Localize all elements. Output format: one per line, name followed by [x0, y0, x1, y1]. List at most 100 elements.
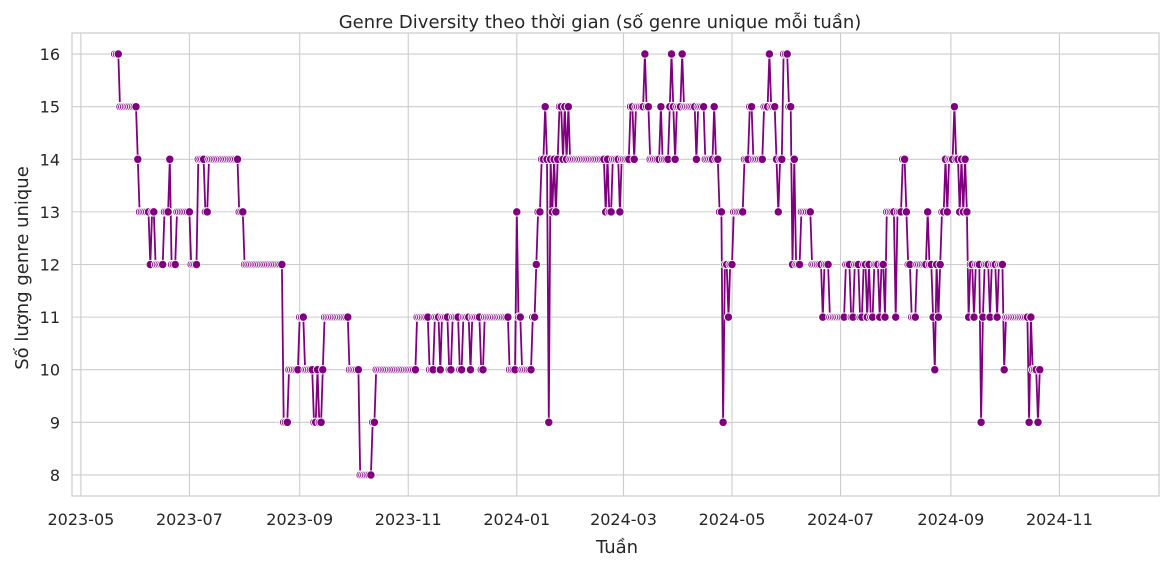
data-point: [962, 207, 972, 217]
data-point: [113, 49, 123, 59]
data-point: [526, 365, 536, 375]
data-point: [503, 312, 513, 322]
data-point: [535, 207, 545, 217]
data-point: [1026, 312, 1036, 322]
data-point: [529, 312, 540, 322]
data-point: [515, 312, 525, 322]
data-point: [773, 207, 783, 217]
y-tick-label: 14: [40, 150, 60, 169]
data-point: [901, 207, 912, 217]
data-point: [343, 312, 353, 322]
data-point: [935, 259, 945, 270]
data-point: [910, 312, 920, 322]
data-point: [723, 312, 734, 322]
y-tick-label: 8: [50, 466, 60, 485]
data-point: [456, 365, 467, 375]
data-point: [512, 207, 522, 217]
data-point: [727, 259, 737, 270]
data-point: [316, 417, 326, 427]
data-point: [131, 102, 141, 112]
data-point: [615, 207, 625, 217]
data-point: [191, 259, 202, 270]
data-point: [770, 102, 780, 112]
data-point: [880, 312, 890, 322]
data-point: [1035, 365, 1045, 375]
data-point: [976, 417, 986, 427]
x-tick-label: 2024-03: [590, 510, 657, 529]
data-point: [666, 49, 677, 59]
x-tick-label: 2024-01: [483, 510, 550, 529]
data-point: [277, 259, 287, 270]
data-point: [794, 259, 805, 270]
y-tick-label: 9: [50, 413, 60, 432]
data-point: [158, 259, 168, 270]
data-point: [891, 312, 901, 322]
x-tick-label: 2023-05: [47, 510, 114, 529]
y-tick-label: 13: [40, 203, 60, 222]
data-point: [709, 102, 719, 112]
grid-lines: [72, 33, 1159, 496]
data-point: [930, 365, 940, 375]
x-tick-label: 2023-09: [266, 510, 333, 529]
data-point: [789, 154, 799, 164]
series-layer: [110, 49, 1045, 480]
data-point: [764, 49, 775, 59]
data-point: [478, 365, 488, 375]
x-tick-label: 2024-09: [917, 510, 984, 529]
data-point: [202, 207, 212, 217]
data-point: [238, 207, 248, 217]
data-point: [992, 312, 1002, 322]
data-point: [446, 365, 456, 375]
data-point: [298, 312, 308, 322]
y-tick-label: 10: [40, 361, 60, 380]
x-axis-label: Tuần: [595, 537, 638, 558]
data-point: [960, 154, 970, 164]
data-point: [677, 49, 687, 59]
data-point: [738, 207, 748, 217]
data-point: [713, 154, 723, 164]
data-point: [184, 207, 195, 217]
data-point: [563, 102, 574, 112]
data-point: [670, 154, 680, 164]
data-point: [691, 154, 702, 164]
data-point: [786, 102, 796, 112]
data-point: [643, 102, 654, 112]
y-tick-label: 11: [40, 308, 60, 327]
data-point: [410, 365, 421, 375]
data-point: [163, 207, 173, 217]
chart-title: Genre Diversity theo thời gian (số genre…: [339, 12, 862, 33]
y-axis-label: Số lượng genre unique: [12, 166, 33, 370]
data-point: [544, 417, 554, 427]
data-point: [949, 102, 960, 112]
data-point: [933, 312, 944, 322]
data-point: [878, 259, 888, 270]
data-point: [805, 207, 815, 217]
data-point: [777, 154, 787, 164]
data-point: [718, 417, 728, 427]
data-point: [1024, 417, 1034, 427]
data-point: [170, 259, 180, 270]
data-point: [1033, 417, 1043, 427]
data-point: [757, 154, 767, 164]
data-point: [997, 259, 1008, 270]
tick-labels: 8 9 10 11 12 13 14 15 16 2023-05 2023-07 2023-09 202…: [40, 45, 1093, 529]
data-point: [656, 102, 666, 112]
data-point: [698, 102, 709, 112]
x-tick-label: 2024-07: [807, 510, 874, 529]
data-point: [540, 102, 550, 112]
data-point: [165, 154, 175, 164]
data-point: [353, 365, 364, 375]
data-point: [551, 207, 561, 217]
data-point: [782, 49, 792, 59]
data-point: [133, 154, 143, 164]
data-point: [606, 207, 616, 217]
data-point: [149, 207, 159, 217]
data-point: [823, 259, 833, 270]
data-point: [629, 154, 639, 164]
x-tick-label: 2024-11: [1026, 510, 1093, 529]
data-point: [465, 365, 476, 375]
y-tick-label: 16: [40, 45, 60, 64]
data-point: [899, 154, 910, 164]
data-point: [640, 49, 650, 59]
